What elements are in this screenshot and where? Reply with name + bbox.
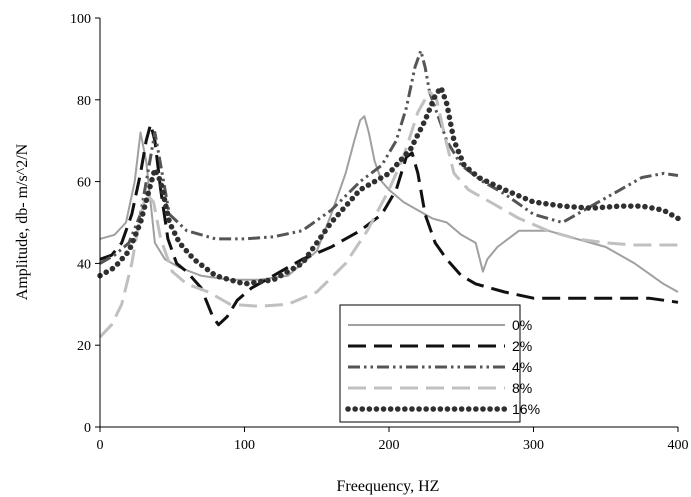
x-tick-label: 200 <box>379 438 400 453</box>
series-lines <box>97 49 681 339</box>
legend-label: 16% <box>512 401 540 417</box>
axis-ticks: 0 20 40 60 80 100 0 100 200 300 400 <box>70 12 689 453</box>
x-tick-label: 100 <box>234 438 255 453</box>
y-tick-label: 100 <box>70 12 91 27</box>
legend: 0% 2% 4% 8% 16% <box>339 304 540 423</box>
series-line-3 <box>98 90 678 339</box>
y-tick-label: 20 <box>77 339 91 354</box>
legend-label: 2% <box>512 338 532 354</box>
y-tick-label: 40 <box>77 257 91 272</box>
legend-label: 4% <box>512 359 532 375</box>
y-tick-label: 0 <box>84 421 91 436</box>
y-axis-label: Amplitude, db- m/s^2/N <box>14 143 31 300</box>
y-tick-label: 60 <box>77 176 91 191</box>
series-line-2 <box>99 49 679 265</box>
series-line-0 <box>99 115 679 293</box>
legend-label: 8% <box>512 380 532 396</box>
x-tick-label: 400 <box>668 438 689 453</box>
x-tick-label: 300 <box>523 438 544 453</box>
x-axis-label: Freequency, HZ <box>337 478 440 495</box>
series-line-4 <box>97 84 681 287</box>
legend-box <box>339 304 521 423</box>
legend-label: 0% <box>512 317 532 333</box>
x-tick-label: 0 <box>97 438 104 453</box>
y-tick-label: 80 <box>77 94 91 109</box>
